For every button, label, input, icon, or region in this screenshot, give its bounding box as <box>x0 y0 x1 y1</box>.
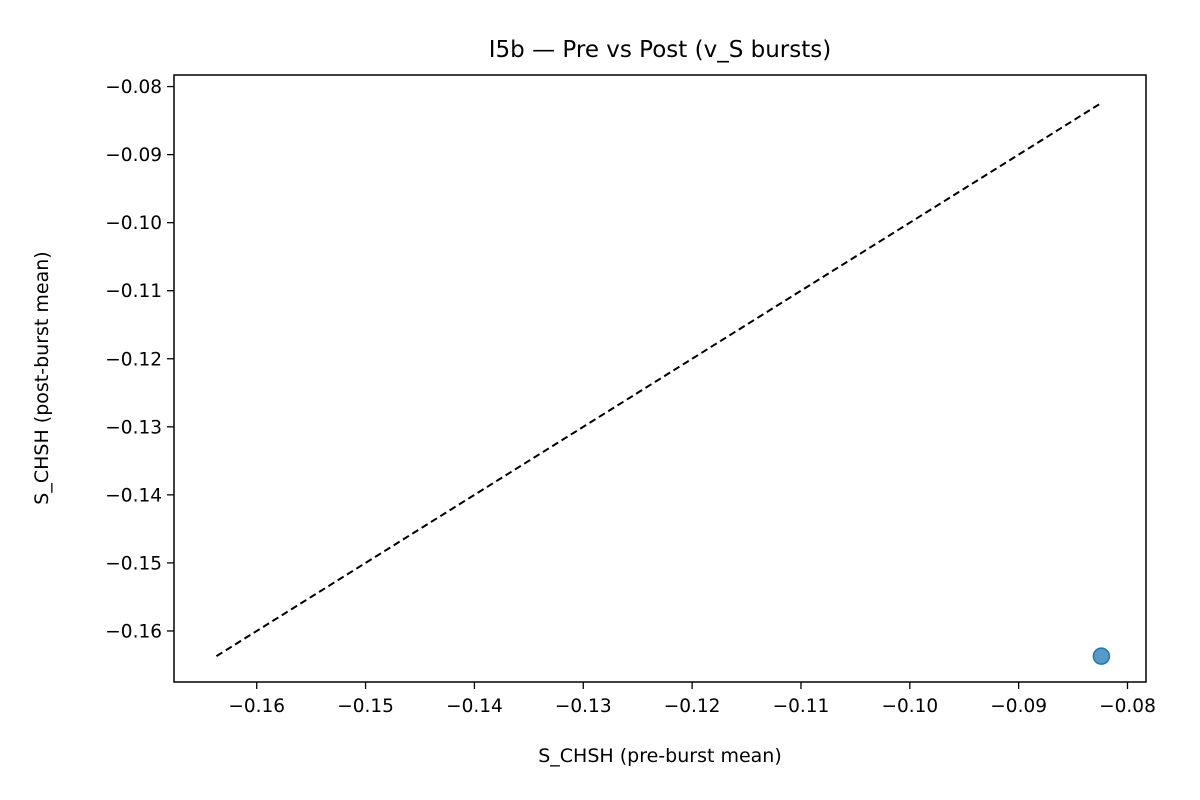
x-tick-label: −0.08 <box>1099 696 1156 717</box>
y-tick-label: −0.13 <box>105 417 162 438</box>
y-tick-label: −0.09 <box>105 145 162 166</box>
x-tick-label: −0.10 <box>881 696 938 717</box>
plot-area <box>173 74 1147 683</box>
y-tick-label: −0.14 <box>105 485 162 506</box>
y-axis-label: S_CHSH (post-burst mean) <box>31 251 53 504</box>
reference-line <box>215 102 1102 657</box>
x-axis: −0.16 −0.15 −0.14 −0.13 −0.12 −0.11 −0.10 −0.09… <box>228 682 1156 717</box>
y-axis: −0.16 −0.15 −0.14 −0.13 −0.12 −0.11 −0.10 −0.09… <box>105 77 174 642</box>
y-tick-label: −0.12 <box>105 349 162 370</box>
x-tick-label: −0.12 <box>664 696 721 717</box>
x-axis-label: S_CHSH (pre-burst mean) <box>538 745 782 767</box>
y-tick-label: −0.16 <box>105 621 162 642</box>
x-tick-label: −0.15 <box>337 696 394 717</box>
chart-title: I5b — Pre vs Post (v_S bursts) <box>489 37 831 63</box>
y-tick-label: −0.15 <box>105 553 162 574</box>
x-tick-label: −0.13 <box>555 696 612 717</box>
y-tick-label: −0.08 <box>105 77 162 98</box>
scatter-point <box>1092 647 1111 665</box>
scatter-points <box>1092 647 1111 665</box>
y-tick-label: −0.11 <box>105 281 162 302</box>
x-tick-label: −0.11 <box>773 696 830 717</box>
x-tick-label: −0.16 <box>228 696 285 717</box>
x-tick-label: −0.09 <box>990 696 1047 717</box>
y-tick-label: −0.10 <box>105 213 162 234</box>
reference-line-layer <box>215 102 1102 657</box>
x-tick-label: −0.14 <box>446 696 503 717</box>
